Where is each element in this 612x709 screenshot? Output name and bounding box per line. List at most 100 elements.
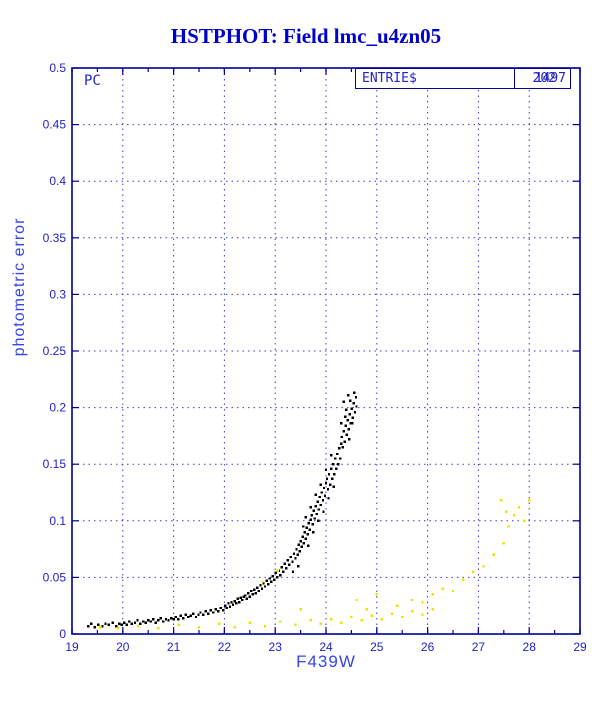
data-point (263, 585, 267, 588)
data-point (177, 623, 180, 627)
data-point (472, 570, 475, 573)
data-point (189, 614, 193, 618)
x-tick-label: 28 (523, 640, 537, 654)
data-point (482, 564, 485, 568)
data-point (345, 408, 348, 412)
data-point (332, 473, 336, 476)
y-tick-label: 0.2 (49, 401, 66, 415)
y-tick-label: 0.5 (49, 61, 66, 75)
data-point (194, 615, 198, 619)
data-point (133, 621, 137, 624)
data-point (289, 555, 293, 559)
data-point (309, 619, 312, 622)
data-point (212, 611, 215, 614)
data-point (294, 556, 297, 560)
data-point (333, 457, 337, 460)
data-point (218, 622, 221, 626)
data-point (310, 513, 313, 517)
x-tick-label: 20 (116, 640, 130, 654)
data-point (299, 607, 302, 611)
data-point (192, 612, 195, 615)
data-point (360, 619, 363, 622)
data-point (375, 593, 378, 596)
data-point (116, 627, 119, 630)
data-point (251, 593, 255, 596)
data-point (280, 566, 284, 569)
data-point (209, 609, 212, 612)
data-point (380, 618, 384, 621)
data-point (141, 620, 145, 623)
data-point (222, 609, 225, 612)
data-point (261, 580, 264, 584)
data-point (365, 607, 368, 611)
data-point (342, 430, 345, 433)
data-point (256, 586, 259, 589)
x-tick-label: 21 (167, 640, 181, 654)
data-point (144, 621, 147, 624)
data-point (197, 626, 201, 629)
data-point (340, 435, 343, 439)
data-point (329, 467, 333, 470)
data-point (336, 463, 340, 466)
data-point (312, 530, 315, 534)
data-point (320, 491, 324, 494)
data-point (114, 624, 118, 628)
data-point (219, 606, 223, 610)
data-point (343, 440, 346, 443)
data-point (308, 528, 311, 532)
data-point (233, 599, 236, 603)
data-point (288, 563, 291, 567)
data-point (236, 597, 239, 601)
entries-label: ENTRIE$ (362, 71, 417, 86)
data-point (227, 602, 230, 605)
x-tick-label: 24 (319, 640, 333, 654)
data-point (327, 496, 330, 500)
data-point (304, 537, 307, 541)
data-point (344, 424, 348, 427)
data-point (300, 545, 303, 549)
data-point (298, 550, 301, 553)
data-point (104, 622, 107, 626)
data-point (282, 570, 285, 573)
data-point (528, 499, 531, 502)
data-point (342, 400, 345, 404)
x-tick-label: 26 (421, 640, 435, 654)
data-point (225, 606, 229, 610)
data-point (295, 547, 298, 551)
data-point (492, 553, 495, 556)
data-point (172, 618, 175, 621)
data-point (283, 562, 287, 566)
data-point (263, 624, 267, 628)
data-point (285, 567, 288, 570)
data-point (237, 601, 241, 604)
data-point (234, 602, 238, 605)
data-point (147, 619, 150, 622)
data-point (97, 623, 100, 627)
data-point (431, 593, 434, 596)
data-point (317, 508, 321, 511)
data-point (421, 613, 424, 616)
data-point (297, 543, 300, 546)
data-point (312, 509, 316, 512)
data-point (199, 611, 202, 614)
data-point (349, 422, 353, 425)
data-point (217, 610, 220, 613)
data-point (345, 433, 349, 436)
data-point (157, 627, 160, 630)
data-point (260, 587, 264, 590)
y-tick-label: 0.1 (49, 514, 66, 528)
entries-count-secondary: 202 (532, 71, 556, 86)
data-point (311, 522, 314, 526)
data-point (182, 616, 185, 620)
data-point (318, 495, 322, 499)
data-point (441, 587, 445, 590)
data-point (339, 457, 342, 460)
data-point (167, 619, 170, 622)
data-point (296, 564, 300, 568)
entries-values: 202 1497 (514, 69, 570, 88)
data-point (307, 544, 310, 547)
data-point (314, 504, 318, 508)
data-point (322, 486, 326, 490)
data-point (340, 422, 343, 425)
